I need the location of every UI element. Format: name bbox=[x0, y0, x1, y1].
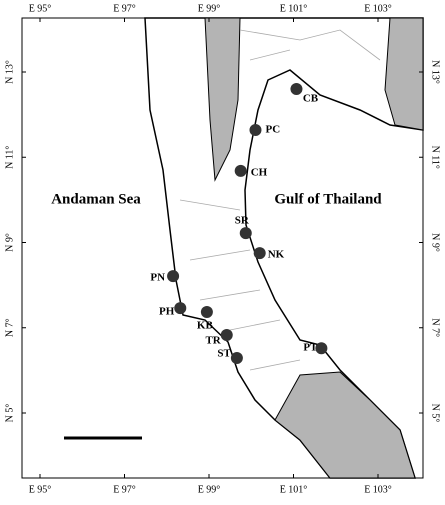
lon-label: E 95° bbox=[29, 3, 52, 14]
lon-label: E 101° bbox=[280, 484, 308, 495]
lat-label: N 13° bbox=[4, 60, 15, 84]
lat-label: N 7° bbox=[430, 318, 441, 337]
station-label: NK bbox=[268, 249, 285, 261]
station bbox=[174, 302, 187, 315]
lon-label: E 97° bbox=[113, 484, 136, 495]
lon-label: E 103° bbox=[364, 3, 392, 14]
lon-label: E 99° bbox=[198, 3, 221, 14]
station-label: KB bbox=[197, 320, 214, 332]
lat-label: N 9° bbox=[4, 233, 15, 252]
lat-label: N 11° bbox=[4, 146, 15, 169]
station bbox=[253, 247, 266, 260]
lon-label: E 103° bbox=[364, 484, 392, 495]
lon-label: E 95° bbox=[29, 484, 52, 495]
station bbox=[167, 270, 180, 283]
lat-label: N 9° bbox=[430, 233, 441, 252]
lat-label: N 13° bbox=[430, 60, 441, 84]
lat-label: N 5° bbox=[4, 404, 15, 423]
station-label: PH bbox=[159, 306, 175, 318]
station bbox=[220, 328, 233, 341]
lat-label: N 7° bbox=[4, 318, 15, 337]
station bbox=[200, 305, 213, 318]
province-lines bbox=[179, 29, 381, 371]
myanmar bbox=[204, 17, 241, 182]
station-label: CH bbox=[251, 166, 268, 178]
sea-label: Gulf of Thailand bbox=[274, 191, 382, 207]
lat-label: N 5° bbox=[430, 404, 441, 423]
sea-label: Andaman Sea bbox=[51, 191, 141, 207]
station bbox=[230, 352, 243, 365]
station-label: CB bbox=[303, 93, 319, 105]
malaysia bbox=[274, 371, 416, 479]
station bbox=[249, 123, 262, 136]
lon-label: E 97° bbox=[113, 3, 136, 14]
lon-label: E 101° bbox=[280, 3, 308, 14]
station-label: PC bbox=[265, 124, 280, 136]
cambodia bbox=[384, 17, 424, 131]
lon-label: E 99° bbox=[198, 484, 221, 495]
station bbox=[315, 342, 328, 355]
station bbox=[290, 83, 303, 96]
station bbox=[234, 164, 247, 177]
station-label: PT bbox=[303, 342, 318, 354]
station-label: ST bbox=[217, 348, 231, 360]
station-label: TR bbox=[205, 335, 221, 347]
station-label: PN bbox=[150, 272, 165, 284]
lat-label: N 11° bbox=[430, 146, 441, 169]
station-label: SR bbox=[235, 215, 250, 227]
station bbox=[239, 227, 252, 240]
